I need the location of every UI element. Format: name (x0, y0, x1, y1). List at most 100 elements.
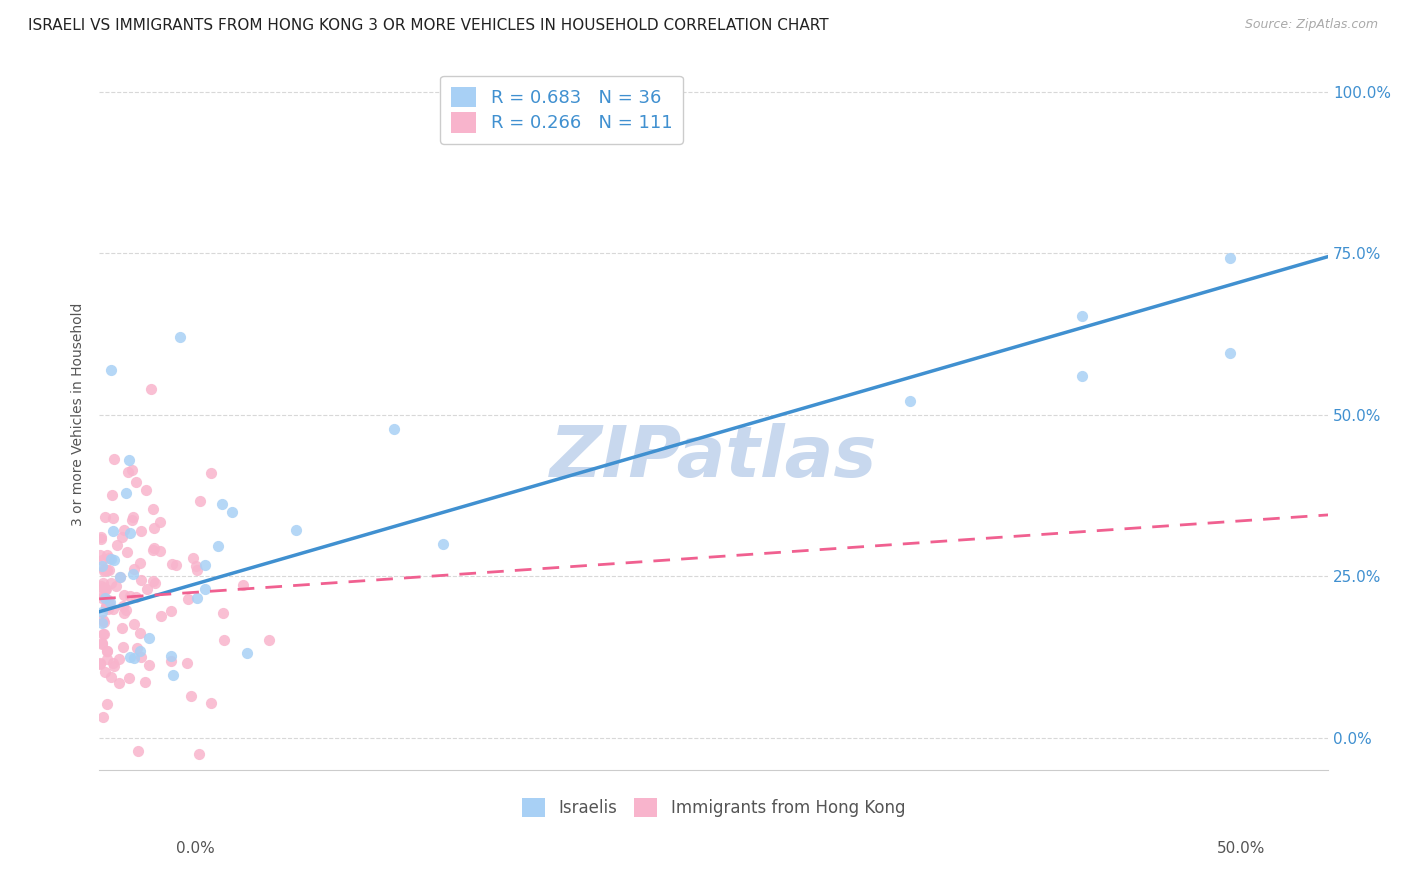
Point (90, 591, 112, 605)
Point (128, 644, 150, 658)
Point (93, 562, 115, 576)
Point (124, 650, 146, 665)
Point (181, 550, 204, 565)
Point (186, 563, 208, 577)
Point (160, 654, 183, 668)
Point (112, 599, 135, 613)
Point (257, 633, 280, 648)
Point (91, 616, 114, 631)
Point (200, 467, 222, 481)
Point (127, 743, 149, 757)
Point (96, 598, 118, 612)
Point (125, 640, 148, 655)
Point (121, 510, 143, 524)
Point (142, 574, 165, 588)
Point (90, 579, 112, 593)
Point (91, 559, 114, 574)
Point (136, 582, 159, 596)
Point (96, 594, 118, 608)
Point (129, 573, 152, 587)
Point (232, 578, 254, 592)
Point (221, 505, 243, 519)
Point (212, 606, 235, 620)
Point (122, 567, 145, 582)
Point (97, 596, 120, 610)
Point (122, 616, 145, 631)
Point (382, 422, 405, 436)
Point (432, 537, 454, 551)
Point (101, 524, 124, 539)
Point (93, 564, 115, 578)
Point (194, 582, 217, 596)
Point (135, 483, 157, 497)
Point (101, 488, 124, 502)
Point (90, 635, 112, 649)
Text: Source: ZipAtlas.com: Source: ZipAtlas.com (1244, 18, 1378, 31)
Point (117, 465, 139, 479)
Point (112, 523, 135, 537)
Point (93, 563, 115, 577)
Point (97, 601, 120, 615)
Point (91, 588, 114, 602)
Point (176, 656, 198, 670)
Point (1071, 369, 1094, 384)
Point (96, 644, 118, 658)
Point (114, 603, 136, 617)
Point (97, 551, 120, 566)
Point (89, 657, 111, 672)
Point (129, 556, 152, 570)
Point (177, 592, 200, 607)
Point (284, 523, 307, 537)
Point (97, 592, 120, 607)
Text: ISRAELI VS IMMIGRANTS FROM HONG KONG 3 OR MORE VEHICLES IN HOUSEHOLD CORRELATION: ISRAELI VS IMMIGRANTS FROM HONG KONG 3 O… (28, 18, 828, 33)
Point (160, 649, 183, 664)
Point (200, 696, 222, 710)
Point (105, 579, 128, 593)
Point (143, 575, 166, 590)
Point (91, 576, 114, 591)
Point (93, 615, 115, 630)
Point (100, 362, 122, 376)
Point (129, 650, 152, 665)
Point (124, 591, 146, 605)
Point (186, 558, 208, 573)
Point (100, 552, 122, 566)
Text: 50.0%: 50.0% (1218, 841, 1265, 856)
Point (1219, 252, 1241, 266)
Point (121, 462, 143, 476)
Point (141, 383, 163, 397)
Point (89, 656, 111, 670)
Point (90, 552, 112, 566)
Point (94, 599, 117, 614)
Point (108, 569, 131, 583)
Point (188, 747, 211, 761)
Point (90, 533, 112, 547)
Text: 0.0%: 0.0% (176, 841, 215, 856)
Point (114, 486, 136, 500)
Point (105, 538, 128, 552)
Point (93, 627, 115, 641)
Point (149, 544, 172, 558)
Point (96, 652, 118, 666)
Point (138, 631, 160, 645)
Point (211, 497, 233, 511)
Point (111, 530, 134, 544)
Point (128, 625, 150, 640)
Point (98, 595, 121, 609)
Point (110, 569, 132, 583)
Point (103, 452, 125, 467)
Point (149, 515, 172, 529)
Point (97, 563, 120, 577)
Point (188, 493, 211, 508)
Point (129, 524, 152, 538)
Point (93, 710, 115, 724)
Point (186, 591, 208, 605)
Point (108, 676, 131, 690)
Point (94, 591, 117, 605)
Point (160, 604, 183, 618)
Point (134, 674, 156, 689)
Point (112, 640, 135, 655)
Point (112, 589, 135, 603)
Text: ZIPatlas: ZIPatlas (550, 423, 877, 491)
Point (91, 613, 114, 627)
